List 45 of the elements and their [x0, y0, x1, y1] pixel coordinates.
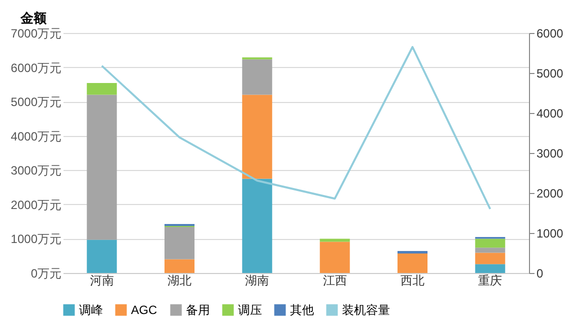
y2-tick-label: 2000 — [536, 186, 564, 200]
y2-tick-label: 4000 — [536, 106, 564, 120]
legend-label: 装机容量 — [342, 303, 390, 317]
y-tick-label: 1000万元 — [10, 232, 62, 246]
bar — [320, 242, 350, 273]
legend-label: 其他 — [290, 303, 314, 317]
x-tick-label: 重庆 — [478, 274, 502, 288]
bar — [242, 178, 272, 273]
x-tick-label: 河南 — [90, 274, 114, 288]
y-tick-label: 0万元 — [30, 266, 62, 280]
bar — [242, 94, 272, 179]
x-tick-label: 江西 — [322, 274, 347, 288]
bar — [86, 83, 117, 95]
y2-tick-label: 0 — [536, 266, 544, 280]
bar — [320, 238, 350, 242]
bar — [164, 224, 194, 226]
x-tick-label: 湖北 — [168, 274, 192, 288]
y2-tick-label: 3000 — [536, 146, 564, 160]
bar — [164, 259, 194, 273]
bar — [164, 227, 194, 260]
line-series — [100, 46, 492, 210]
legend-label: 调压 — [238, 303, 262, 317]
legend-label: 调峰 — [79, 303, 103, 317]
bar — [398, 253, 428, 273]
y-axis-title: 金额 — [20, 10, 48, 26]
y-tick-label: 2000万元 — [10, 198, 62, 212]
bar — [86, 240, 117, 273]
y-tick-label: 7000万元 — [10, 26, 62, 40]
bar — [475, 248, 506, 253]
bar — [475, 238, 506, 248]
y2-tick-label: 1000 — [536, 226, 564, 240]
legend-label: AGC — [131, 303, 158, 317]
bar — [242, 59, 272, 95]
bar — [475, 264, 506, 273]
x-tick-label: 湖南 — [245, 274, 270, 288]
bar — [86, 94, 117, 240]
y-tick-label: 5000万元 — [10, 95, 62, 110]
legend-label: 备用 — [186, 303, 210, 317]
y-tick-label: 4000万元 — [10, 129, 62, 144]
y-tick-label: 3000万元 — [10, 164, 62, 178]
y2-tick-label: 6000 — [536, 26, 564, 40]
y2-tick-label: 5000 — [536, 66, 564, 80]
bar — [475, 252, 506, 264]
y-tick-label: 6000万元 — [10, 60, 62, 75]
x-tick-label: 西北 — [400, 274, 424, 288]
